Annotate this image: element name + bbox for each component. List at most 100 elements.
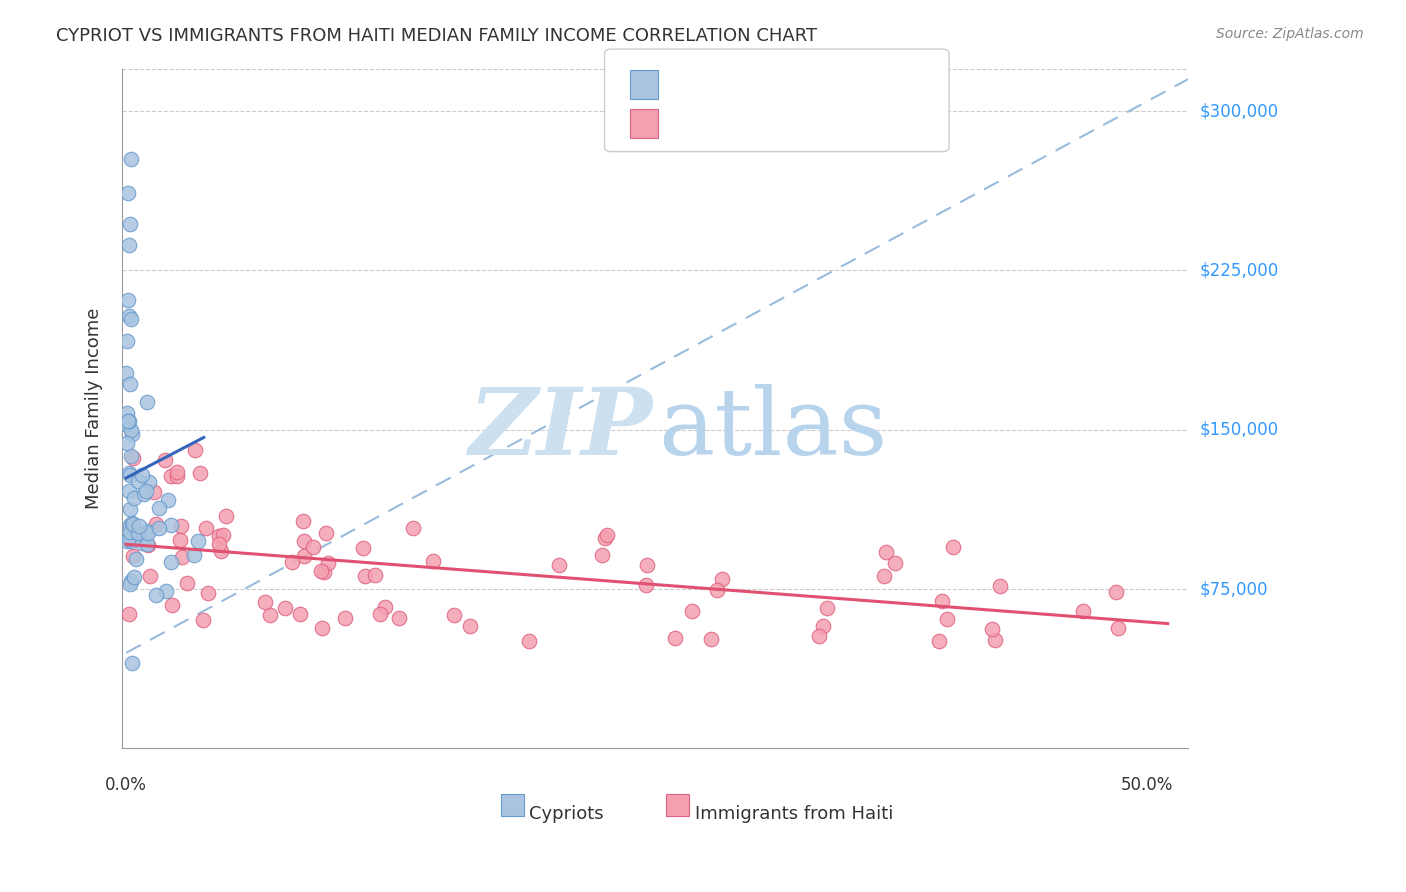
Point bbox=[711, 572, 734, 586]
Point bbox=[636, 558, 658, 572]
Point bbox=[120, 574, 142, 588]
Point bbox=[125, 552, 148, 566]
Text: 81: 81 bbox=[842, 115, 868, 133]
Point bbox=[138, 568, 160, 582]
Text: N =: N = bbox=[799, 115, 838, 133]
Point bbox=[118, 467, 141, 482]
Point bbox=[121, 426, 143, 441]
Point bbox=[118, 237, 141, 252]
Point bbox=[166, 468, 188, 483]
Point bbox=[131, 468, 153, 483]
Point bbox=[132, 487, 155, 501]
Point bbox=[259, 608, 281, 623]
Point bbox=[364, 568, 387, 582]
Point bbox=[292, 549, 315, 564]
Point bbox=[292, 533, 315, 548]
Point bbox=[422, 554, 444, 568]
Text: $150,000: $150,000 bbox=[1199, 421, 1278, 439]
Text: -0.469: -0.469 bbox=[718, 115, 783, 133]
Point bbox=[208, 536, 231, 550]
Point bbox=[290, 607, 312, 621]
Point bbox=[118, 217, 141, 231]
Text: CYPRIOT VS IMMIGRANTS FROM HAITI MEDIAN FAMILY INCOME CORRELATION CHART: CYPRIOT VS IMMIGRANTS FROM HAITI MEDIAN … bbox=[56, 27, 817, 45]
Point bbox=[117, 414, 139, 428]
Point bbox=[335, 610, 357, 624]
Point bbox=[942, 541, 965, 555]
Point bbox=[136, 538, 159, 552]
Point bbox=[135, 483, 157, 498]
Point bbox=[215, 509, 238, 524]
Point bbox=[136, 395, 159, 409]
Point bbox=[118, 607, 141, 621]
Point bbox=[301, 540, 323, 554]
Point bbox=[318, 557, 340, 571]
Point bbox=[115, 366, 138, 380]
Point bbox=[118, 309, 141, 323]
Point bbox=[281, 555, 304, 569]
Point bbox=[121, 657, 143, 671]
FancyBboxPatch shape bbox=[666, 794, 689, 816]
Point bbox=[138, 475, 160, 490]
Point bbox=[184, 443, 207, 458]
Point bbox=[595, 528, 617, 542]
Y-axis label: Median Family Income: Median Family Income bbox=[86, 308, 103, 509]
Text: ZIP: ZIP bbox=[468, 384, 652, 474]
Point bbox=[368, 607, 391, 621]
Point bbox=[142, 485, 165, 500]
Point bbox=[873, 568, 896, 582]
Point bbox=[183, 548, 205, 562]
Point bbox=[115, 534, 138, 549]
Point bbox=[988, 579, 1011, 593]
Point bbox=[122, 451, 145, 466]
Text: $225,000: $225,000 bbox=[1199, 261, 1278, 279]
Text: 56: 56 bbox=[842, 76, 868, 94]
Point bbox=[309, 564, 332, 578]
Point bbox=[254, 595, 277, 609]
Point bbox=[145, 588, 167, 602]
Text: N =: N = bbox=[799, 76, 838, 94]
Point bbox=[807, 629, 830, 643]
Point bbox=[352, 541, 374, 556]
Point bbox=[374, 600, 396, 615]
Point bbox=[118, 376, 141, 391]
Point bbox=[117, 334, 139, 349]
Point bbox=[928, 634, 950, 648]
Point bbox=[128, 526, 150, 541]
Point bbox=[1107, 621, 1129, 635]
Point bbox=[160, 518, 183, 533]
Point bbox=[706, 582, 728, 597]
Point bbox=[120, 449, 142, 463]
Point bbox=[120, 312, 142, 326]
Point bbox=[118, 483, 141, 498]
Point bbox=[811, 619, 834, 633]
Text: Cypriots: Cypriots bbox=[529, 805, 605, 823]
Point bbox=[122, 549, 145, 563]
Point bbox=[311, 621, 333, 635]
Point bbox=[273, 600, 295, 615]
Point bbox=[884, 556, 907, 570]
Point bbox=[148, 521, 170, 535]
Point bbox=[136, 536, 159, 550]
Point bbox=[122, 526, 145, 541]
Point bbox=[1105, 585, 1128, 599]
Point bbox=[208, 529, 231, 543]
Point bbox=[197, 586, 219, 600]
Point bbox=[120, 534, 142, 549]
Point bbox=[117, 186, 139, 200]
Point bbox=[402, 521, 425, 535]
Point bbox=[120, 423, 142, 437]
Point bbox=[188, 466, 211, 480]
Point bbox=[120, 152, 142, 166]
Point bbox=[172, 550, 194, 565]
Point bbox=[388, 611, 411, 625]
Point bbox=[593, 532, 616, 546]
Point bbox=[127, 474, 149, 488]
Point bbox=[191, 613, 214, 627]
Text: Source: ZipAtlas.com: Source: ZipAtlas.com bbox=[1216, 27, 1364, 41]
Point bbox=[315, 525, 337, 540]
Point bbox=[124, 570, 146, 584]
Point bbox=[118, 414, 141, 428]
Point bbox=[212, 527, 235, 541]
Point bbox=[118, 532, 141, 546]
Point bbox=[458, 619, 481, 633]
